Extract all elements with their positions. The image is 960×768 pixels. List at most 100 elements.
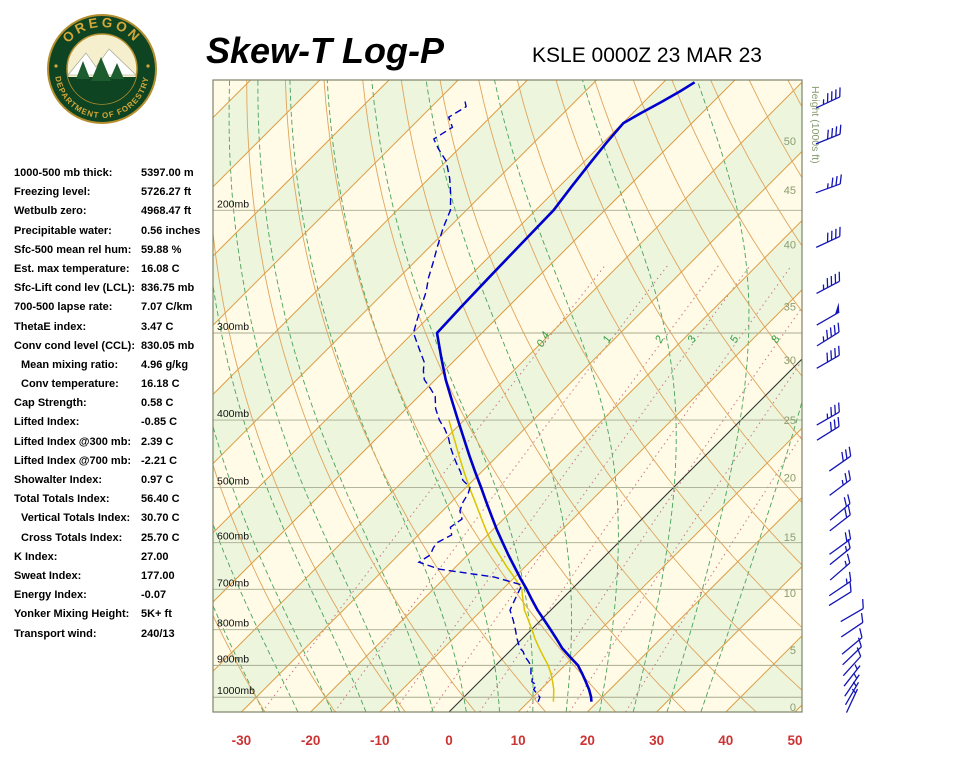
- index-label: Vertical Totals Index:: [21, 512, 131, 525]
- index-value: -0.07: [141, 589, 167, 602]
- mixing-ratio-line: [526, 306, 802, 712]
- isotherm: [213, 80, 528, 396]
- zero-isotherm: [448, 358, 802, 712]
- wind-barb: [829, 553, 851, 581]
- height-label: 20: [784, 473, 796, 485]
- wind-barb: [815, 174, 842, 194]
- index-label: Total Totals Index:: [14, 493, 110, 506]
- temp-axis-label: 0: [445, 733, 453, 748]
- skewt-plot-area: [0, 80, 802, 712]
- index-value: 836.75 mb: [141, 282, 195, 295]
- dry-adiabat: [213, 463, 336, 712]
- pressure-label: 300mb: [217, 321, 249, 333]
- moist-adiabat: [213, 424, 333, 712]
- dry-adiabat: [516, 80, 802, 566]
- height-label: 5: [790, 645, 796, 657]
- index-value: 7.07 C/km: [141, 301, 193, 314]
- index-value: 27.00: [141, 550, 169, 563]
- index-row: 700-500 lapse rate: 7.07 C/km: [14, 301, 216, 320]
- wind-barb: [844, 673, 860, 697]
- dry-adiabat: [555, 80, 802, 504]
- isotherm: [794, 704, 802, 712]
- dry-adiabat: [787, 80, 802, 108]
- wind-barb: [828, 582, 852, 607]
- mixing-ratio-label: 8: [769, 333, 783, 345]
- index-label: Lifted Index @300 mb:: [14, 435, 132, 448]
- index-row: Cross Totals Index: 25.70 C: [14, 532, 216, 551]
- index-value: -0.85 C: [141, 416, 178, 429]
- mixing-ratio-label: 5: [728, 333, 742, 345]
- index-row: Yonker Mixing Height: 5K+ ft: [14, 608, 216, 627]
- height-label: 40: [784, 240, 796, 252]
- mixing-ratio-label: 1: [601, 334, 614, 345]
- dry-adiabat: [213, 228, 406, 712]
- index-row: 1000-500 mb thick: 5397.00 m: [14, 167, 216, 186]
- isotherm: [213, 80, 667, 534]
- height-axis-title: Height (1000s ft): [809, 86, 821, 164]
- index-row: Sfc-Lift cond lev (LCL): 836.75 mb: [14, 282, 216, 301]
- wind-barb: [816, 345, 840, 369]
- index-value: 830.05 mb: [141, 339, 195, 352]
- index-row: Energy Index: -0.07: [14, 589, 216, 608]
- wind-barb: [841, 628, 863, 655]
- wind-barb: [816, 302, 840, 326]
- dry-adiabat: [400, 80, 757, 712]
- dry-adiabat: [478, 80, 802, 629]
- isotherm: [213, 81, 802, 672]
- wind-barb: [815, 226, 841, 248]
- index-label: Transport wind:: [14, 627, 97, 640]
- station-datetime: KSLE 0000Z 23 MAR 23: [532, 44, 762, 67]
- wind-barb: [816, 322, 840, 347]
- moist-adiabat: [257, 80, 434, 712]
- index-label: K Index:: [14, 550, 58, 563]
- wind-barb: [843, 664, 861, 687]
- wind-barb: [815, 87, 841, 109]
- index-value: 59.88 %: [141, 243, 182, 256]
- moist-adiabat: [326, 80, 500, 712]
- index-row: K Index: 27.00: [14, 551, 216, 570]
- isotherm: [0, 80, 181, 712]
- indices-panel: 1000-500 mb thick: 5397.00 m Freezing leve…: [14, 167, 216, 647]
- temp-axis-label: 10: [511, 733, 526, 748]
- logo-dot-left: [54, 64, 58, 68]
- isotherm: [587, 496, 802, 712]
- index-value: 56.40 C: [141, 493, 180, 506]
- index-row: Vertical Totals Index: 30.70 C: [14, 512, 216, 531]
- height-label: 30: [784, 355, 796, 367]
- isotherm: [310, 219, 802, 712]
- index-label: ThetaE index:: [14, 320, 87, 333]
- wind-barb: [829, 505, 851, 532]
- index-value: 3.47 C: [141, 320, 174, 333]
- pressure-label: 400mb: [217, 408, 249, 420]
- mixing-ratio-label: 2: [653, 334, 667, 346]
- index-label: Sweat Index:: [14, 569, 82, 582]
- height-label: 35: [784, 302, 796, 314]
- height-label: 0: [790, 702, 796, 714]
- dry-adiabat: [284, 80, 547, 712]
- index-value: 4.96 g/kg: [141, 358, 189, 371]
- index-label: Sfc-Lift cond lev (LCL):: [14, 282, 135, 295]
- temp-axis-label: -10: [370, 733, 390, 748]
- moist-adiabat: [228, 80, 401, 712]
- mixing-ratio-line: [393, 265, 720, 712]
- index-row: Sweat Index: 177.00: [14, 570, 216, 589]
- temp-axis-label: 30: [649, 733, 664, 748]
- dry-adiabat: [632, 80, 802, 377]
- pressure-label: 600mb: [217, 531, 249, 543]
- index-row: Conv cond level (CCL): 830.05 mb: [14, 340, 216, 359]
- moist-adiabat: [371, 80, 534, 712]
- wind-barb: [829, 538, 851, 566]
- temperature-curve: [435, 81, 696, 702]
- index-value: 2.39 C: [141, 435, 174, 448]
- wind-barb: [828, 571, 852, 597]
- index-value: 5726.27 ft: [141, 186, 192, 199]
- mixing-ratio-label: 3: [685, 333, 699, 345]
- isotherm: [213, 80, 321, 188]
- odf-logo: OREGON DEPARTMENT OF FORESTRY: [47, 14, 157, 124]
- index-row: Lifted Index @300 mb: 2.39 C: [14, 436, 216, 455]
- index-label: Precipitable water:: [14, 224, 112, 237]
- index-row: Conv temperature: 16.18 C: [14, 378, 216, 397]
- index-value: 4968.47 ft: [141, 205, 192, 218]
- index-value: 25.70 C: [141, 531, 180, 544]
- wind-barb: [840, 598, 864, 623]
